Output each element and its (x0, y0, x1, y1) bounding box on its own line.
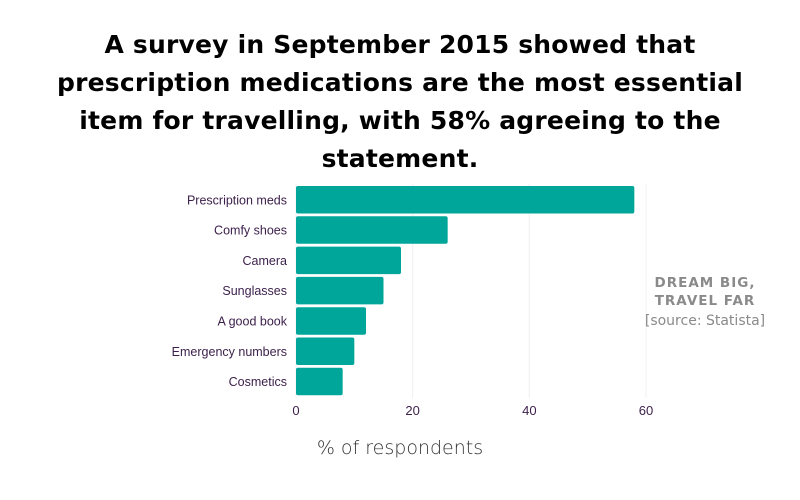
bar (296, 337, 355, 365)
slogan-line-1: DREAM BIG, (654, 275, 756, 291)
x-tick-labels: 0 20 40 60 (292, 403, 653, 418)
x-tick-label: 20 (405, 403, 419, 418)
chart-title: A survey in September 2015 showed that p… (57, 30, 743, 173)
x-tick-label: 40 (522, 403, 536, 418)
category-label: A good book (217, 314, 287, 328)
x-axis-label: % of respondents (316, 437, 484, 459)
source-note: [source: Statista] (644, 313, 766, 329)
bar (296, 186, 635, 214)
x-tick-label: 0 (292, 403, 299, 418)
category-label: Emergency numbers (172, 345, 287, 359)
category-label: Prescription meds (187, 193, 287, 207)
bar (296, 216, 448, 244)
category-labels: Prescription meds Comfy shoes Camera Sungla… (172, 193, 288, 389)
slogan: DREAM BIG, TRAVEL FAR (620, 274, 790, 310)
category-label: Sunglasses (222, 284, 287, 298)
bar (296, 246, 401, 275)
x-tick-label: 60 (639, 403, 653, 418)
bar (296, 307, 366, 335)
category-label: Camera (243, 254, 288, 268)
slogan-line-2: TRAVEL FAR (654, 293, 756, 309)
category-label: Cosmetics (229, 375, 287, 389)
category-label: Comfy shoes (214, 224, 287, 238)
bars (296, 186, 635, 396)
bar (296, 367, 343, 396)
bar (296, 276, 384, 305)
